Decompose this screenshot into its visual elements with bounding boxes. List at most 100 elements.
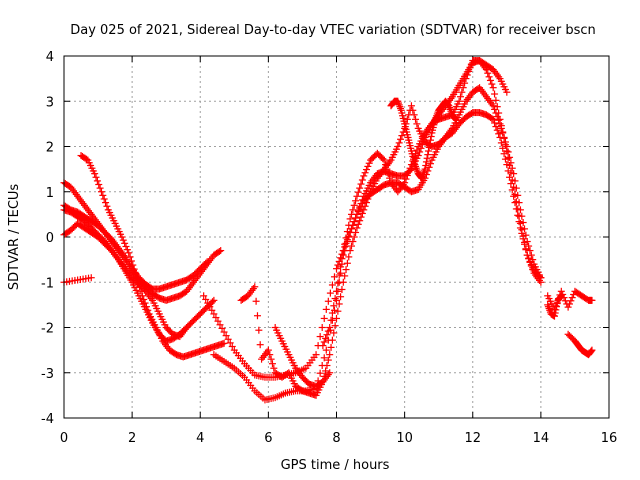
data-point (564, 303, 572, 311)
data-point (426, 140, 434, 148)
data-point (252, 297, 260, 305)
data-point (224, 335, 232, 343)
data-point (316, 333, 324, 341)
data-point (134, 278, 142, 286)
data-point (553, 300, 561, 308)
x-tick-label: 16 (601, 431, 618, 446)
data-point (409, 106, 417, 114)
data-point (398, 132, 406, 140)
y-tick-label: -2 (41, 322, 54, 337)
data-point (364, 162, 372, 170)
data-point (427, 160, 435, 168)
data-point (324, 297, 332, 305)
data-point (382, 161, 390, 169)
data-point (489, 115, 497, 123)
data-point (455, 97, 463, 105)
chart-title: Day 025 of 2021, Sidereal Day-to-day VTE… (70, 23, 596, 38)
data-point (357, 213, 365, 221)
data-point (347, 225, 355, 233)
data-point (501, 155, 509, 163)
y-tick-label: 3 (46, 95, 54, 110)
data-point (452, 115, 460, 123)
data-point (424, 147, 432, 155)
data-point (328, 309, 336, 317)
data-point (356, 184, 364, 192)
data-point (346, 247, 354, 255)
data-point (358, 209, 366, 217)
x-tick-label: 12 (464, 431, 481, 446)
data-point (492, 109, 500, 117)
data-point (495, 116, 503, 124)
data-point (338, 285, 346, 293)
data-point (492, 96, 500, 104)
data-point (421, 165, 429, 173)
data-point (508, 164, 516, 172)
data-point (202, 295, 210, 303)
data-point (500, 150, 508, 158)
data-point (463, 71, 471, 79)
data-point (503, 88, 511, 96)
data-point (123, 246, 131, 254)
data-point (220, 328, 228, 336)
data-point (514, 191, 522, 199)
data-point (508, 186, 516, 194)
data-point (215, 247, 223, 255)
data-point (350, 233, 358, 241)
data-point (320, 354, 328, 362)
grid-layer (64, 56, 609, 418)
data-point (504, 148, 512, 156)
y-tick-label: -4 (41, 412, 54, 427)
data-point (322, 367, 330, 375)
data-point (518, 229, 526, 237)
data-point (489, 102, 497, 110)
data-point (489, 84, 497, 92)
data-point (209, 298, 217, 306)
data-point (511, 177, 519, 185)
data-point (499, 144, 507, 152)
data-point (136, 283, 144, 291)
data-point (456, 93, 464, 101)
data-point (99, 191, 107, 199)
data-point (270, 364, 278, 372)
data-point (394, 143, 402, 150)
data-point (485, 73, 493, 81)
data-point (92, 173, 100, 181)
data-point (226, 339, 234, 347)
data-point (353, 224, 361, 232)
data-point (361, 169, 369, 177)
x-tick-label: 8 (332, 431, 340, 446)
data-point (492, 123, 500, 131)
data-point (493, 126, 501, 134)
data-point (324, 327, 332, 335)
data-point (202, 259, 210, 267)
data-point (322, 305, 330, 313)
data-point (519, 219, 527, 227)
x-tick-label: 6 (264, 431, 272, 446)
data-point (515, 218, 523, 226)
data-point (334, 307, 342, 315)
y-tick-label: 0 (46, 231, 54, 246)
data-point (410, 111, 418, 119)
data-point (504, 167, 512, 175)
data-point (320, 338, 328, 346)
data-point (335, 271, 343, 279)
data-point (488, 114, 496, 122)
y-tick-label: -1 (41, 276, 54, 291)
data-point (356, 217, 364, 225)
data-point (551, 312, 558, 320)
data-point (345, 221, 353, 229)
data-point (497, 139, 505, 147)
data-point (208, 306, 216, 314)
data-point (403, 171, 411, 179)
data-point (462, 75, 470, 83)
data-point (323, 362, 331, 370)
data-point (526, 247, 534, 255)
data-point (218, 324, 226, 332)
data-point (347, 242, 355, 250)
points-layer (60, 57, 596, 404)
data-point (342, 234, 350, 242)
data-point (82, 155, 90, 163)
data-point (512, 184, 520, 192)
data-point (210, 310, 218, 318)
data-point (588, 346, 596, 354)
